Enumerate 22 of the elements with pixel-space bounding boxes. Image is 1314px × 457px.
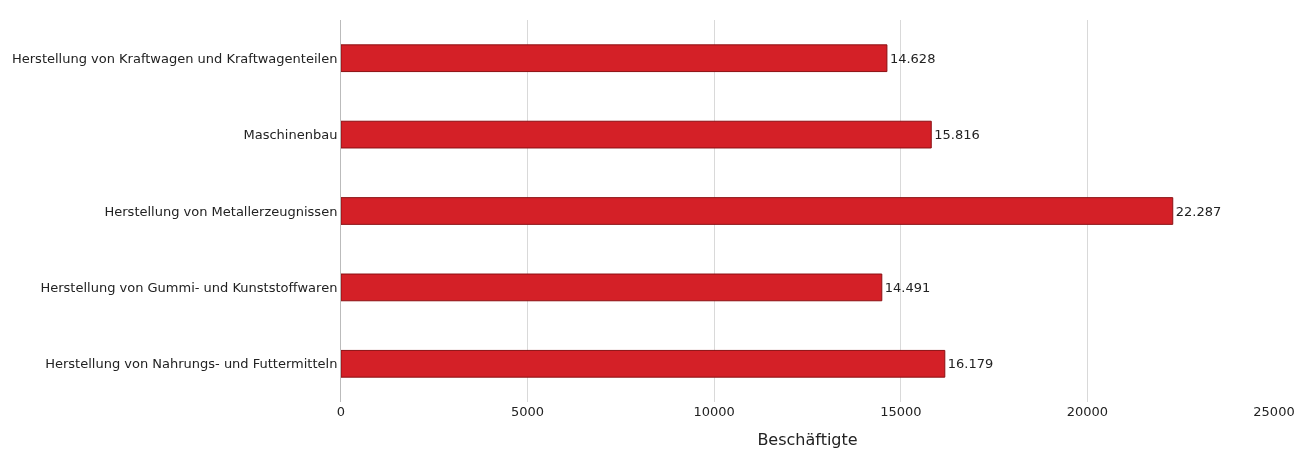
data-label: 16.179	[947, 356, 994, 372]
y-tick-label: Herstellung von Nahrungs- und Futtermitteln	[45, 356, 338, 372]
x-tick-label: 10000	[693, 404, 735, 419]
data-label: 14.628	[889, 50, 936, 66]
x-tick-label: 15000	[880, 404, 922, 419]
data-label: 22.287	[1175, 203, 1222, 219]
bar	[341, 349, 946, 378]
y-tick-label: Maschinenbau	[243, 127, 338, 143]
data-label: 15.816	[934, 127, 980, 143]
bar	[341, 273, 883, 302]
x-tick-label: 5000	[511, 404, 545, 419]
data-label: 14.491	[884, 279, 931, 295]
x-axis-title: Beschäftigte	[757, 429, 858, 449]
x-tick-label: 0	[336, 404, 346, 419]
y-tick-label: Herstellung von Metallerzeugnissen	[104, 203, 338, 219]
bar	[341, 44, 888, 73]
x-tick-label: 20000	[1066, 404, 1109, 419]
y-tick-label: Herstellung von Kraftwagen und Kraftwagenteilen	[12, 50, 338, 66]
y-tick-label: Herstellung von Gummi- und Kunststoffwaren	[40, 279, 338, 295]
x-tick-label: 25000	[1253, 404, 1295, 419]
bar	[341, 120, 932, 149]
bar	[341, 197, 1174, 225]
